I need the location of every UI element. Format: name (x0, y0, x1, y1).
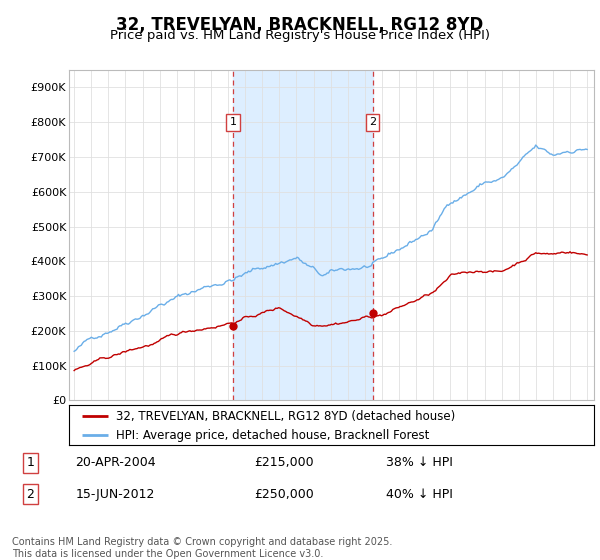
Text: Contains HM Land Registry data © Crown copyright and database right 2025.
This d: Contains HM Land Registry data © Crown c… (12, 537, 392, 559)
Text: 15-JUN-2012: 15-JUN-2012 (76, 488, 155, 501)
Text: 1: 1 (26, 456, 34, 469)
Text: 38% ↓ HPI: 38% ↓ HPI (386, 456, 453, 469)
Text: 40% ↓ HPI: 40% ↓ HPI (386, 488, 453, 501)
Text: Price paid vs. HM Land Registry's House Price Index (HPI): Price paid vs. HM Land Registry's House … (110, 29, 490, 42)
Text: 2: 2 (26, 488, 34, 501)
Text: 32, TREVELYAN, BRACKNELL, RG12 8YD: 32, TREVELYAN, BRACKNELL, RG12 8YD (116, 16, 484, 34)
Bar (233, 70, 373, 400)
Text: 20-APR-2004: 20-APR-2004 (76, 456, 156, 469)
Text: £250,000: £250,000 (254, 488, 314, 501)
Text: 2: 2 (369, 117, 376, 127)
Text: HPI: Average price, detached house, Bracknell Forest: HPI: Average price, detached house, Brac… (116, 428, 430, 442)
Text: 1: 1 (229, 117, 236, 127)
Text: 32, TREVELYAN, BRACKNELL, RG12 8YD (detached house): 32, TREVELYAN, BRACKNELL, RG12 8YD (deta… (116, 410, 455, 423)
Text: £215,000: £215,000 (254, 456, 314, 469)
